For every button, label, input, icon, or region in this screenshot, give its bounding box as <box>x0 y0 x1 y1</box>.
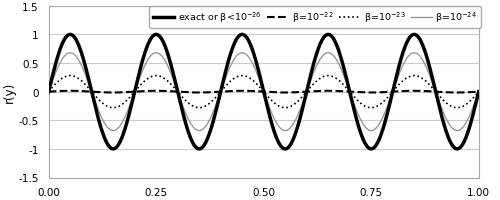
Legend: exact or β<10$^{-26}$, β=10$^{-22}$, β=10$^{-23}$, β=10$^{-24}$: exact or β<10$^{-26}$, β=10$^{-22}$, β=1… <box>150 7 481 29</box>
Y-axis label: r(y): r(y) <box>3 82 16 103</box>
